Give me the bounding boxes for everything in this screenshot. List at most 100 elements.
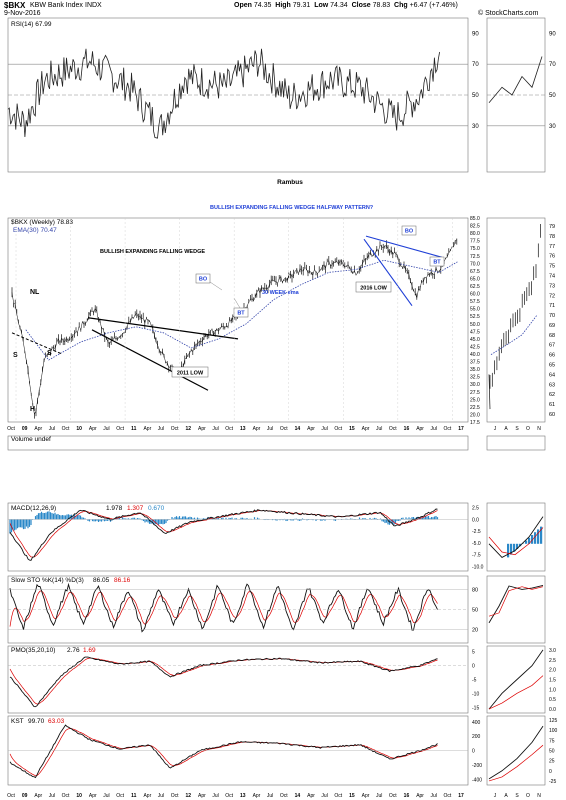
rsi-tick-2: 50 — [472, 93, 479, 99]
sto-tick-1: 50 — [472, 608, 478, 614]
bottom-x-0: Oct — [7, 793, 15, 799]
price-side-tick-4: 75 — [549, 264, 555, 270]
undefined-hist-bar — [279, 519, 281, 521]
undefined-hist-bar — [175, 516, 178, 520]
quote-line: Open 74.35 High 79.31 Low 74.34 Close 78… — [234, 2, 458, 9]
undefined-hist-bar — [130, 518, 133, 520]
undefined-hist-bar — [349, 518, 352, 520]
price-side-tick-10: 69 — [549, 323, 555, 329]
undefined-hist-bar — [162, 519, 164, 525]
undefined-hist-bar — [433, 516, 436, 520]
bottom-x-6: Apr — [89, 793, 97, 799]
undefined-hist-bar — [397, 519, 400, 521]
undefined-hist-bar — [421, 517, 424, 520]
bt-1-arrow — [233, 297, 241, 309]
undefined-hist-bar — [78, 514, 80, 520]
undefined-hist-bar — [21, 519, 23, 528]
ema-label: EMA(30) 70.47 — [13, 227, 57, 234]
undefined-hist-bar — [244, 518, 247, 520]
undefined-hist-bar — [40, 511, 43, 520]
undefined-hist-bar — [345, 518, 347, 520]
undefined-hist-bar — [118, 517, 121, 520]
undefined-hist-bar — [67, 514, 70, 520]
undefined-hist-bar — [123, 518, 125, 520]
macd-side-hist — [510, 543, 513, 555]
undefined-hist-bar — [271, 519, 274, 521]
price-tick-0: 85.0 — [470, 216, 480, 222]
price-x-17: 13 — [240, 426, 246, 432]
undefined-hist-bar — [381, 519, 383, 522]
price-side-tick-5: 74 — [549, 273, 555, 279]
side-ema-line — [490, 314, 538, 355]
price-tick-21: 32.5 — [470, 375, 480, 381]
sto-tick-0: 80 — [472, 587, 478, 593]
kst-line — [9, 724, 438, 779]
price-side-tick-0: 79 — [549, 224, 555, 230]
high-label: High — [275, 2, 291, 9]
bottom-x-7: Jul — [103, 793, 109, 799]
undefined-hist-bar — [58, 514, 61, 520]
macd-side-hist — [507, 543, 510, 558]
kst-tick-1: 200 — [472, 734, 481, 740]
pmo-frame — [7, 645, 469, 714]
undefined-hist-bar — [246, 518, 248, 520]
undefined-hist-bar — [202, 518, 205, 520]
chg-label: Chg — [394, 2, 408, 9]
pattern2-label: BULLISH EXPANDING FALLING WEDGE HALFWAY … — [210, 205, 374, 211]
price-side-tick-9: 70 — [549, 313, 555, 319]
pmo-tick-1: 0 — [472, 664, 475, 670]
price-side-tick-17: 62 — [549, 392, 555, 398]
undefined-hist-bar — [133, 517, 136, 520]
undefined-hist-bar — [178, 516, 181, 520]
undefined-hist-bar — [105, 519, 107, 521]
macd-signal-line — [9, 510, 438, 558]
undefined-hist-bar — [382, 519, 385, 522]
kst-side-tick-0: 125 — [549, 718, 558, 724]
undefined-hist-bar — [142, 519, 145, 522]
undefined-hist-bar — [250, 518, 253, 520]
undefined-hist-bar — [228, 517, 230, 520]
undefined-hist-bar — [334, 519, 337, 521]
wedge2-lower-line — [363, 238, 413, 306]
undefined-hist-bar — [156, 519, 158, 525]
pmo-label: PMO(35,20,10) — [11, 647, 55, 654]
kst-tick-3: -200 — [472, 763, 482, 769]
undefined-hist-bar — [375, 518, 377, 520]
undefined-hist-bar — [321, 519, 323, 521]
kst-value-2: 63.03 — [48, 718, 65, 725]
undefined-hist-bar — [136, 518, 139, 520]
undefined-hist-bar — [117, 518, 119, 520]
undefined-hist-bar — [322, 519, 325, 521]
undefined-hist-bar — [154, 519, 157, 524]
undefined-hist-bar — [126, 518, 128, 520]
kst-side-tick-6: -25 — [549, 779, 556, 785]
rsi-tick-1: 70 — [472, 62, 479, 68]
undefined-hist-bar — [379, 518, 382, 520]
pmo-side-signal — [488, 675, 544, 710]
price-x-11: Jul — [158, 426, 164, 432]
undefined-hist-bar — [417, 516, 419, 520]
exchange: INDX — [85, 2, 102, 9]
undefined-hist-bar — [424, 515, 427, 520]
undefined-hist-bar — [399, 519, 401, 521]
undefined-hist-bar — [127, 518, 130, 520]
bottom-x-26: Apr — [362, 793, 370, 799]
undefined-hist-bar — [351, 518, 353, 520]
price-x-31: Jul — [431, 426, 437, 432]
symbol: $BKX — [4, 1, 26, 10]
undefined-hist-bar — [274, 519, 277, 521]
pmo-tick-4: -15 — [472, 705, 479, 711]
price-side-tick-14: 65 — [549, 363, 555, 369]
bottom-side-x-0: J — [494, 793, 497, 799]
price-x-19: Jul — [267, 426, 273, 432]
undefined-hist-bar — [186, 517, 188, 520]
undefined-hist-bar — [76, 515, 79, 520]
bottom-x-21: 14 — [295, 793, 301, 799]
price-tick-22: 30.0 — [470, 382, 480, 388]
low-2016-label-box — [355, 281, 392, 293]
bo-1-label: BO — [199, 277, 208, 283]
bottom-x-24: Oct — [334, 793, 342, 799]
undefined-hist-bar — [373, 517, 376, 520]
brand-text: © StockCharts.com — [478, 10, 539, 17]
undefined-hist-bar — [159, 519, 161, 525]
